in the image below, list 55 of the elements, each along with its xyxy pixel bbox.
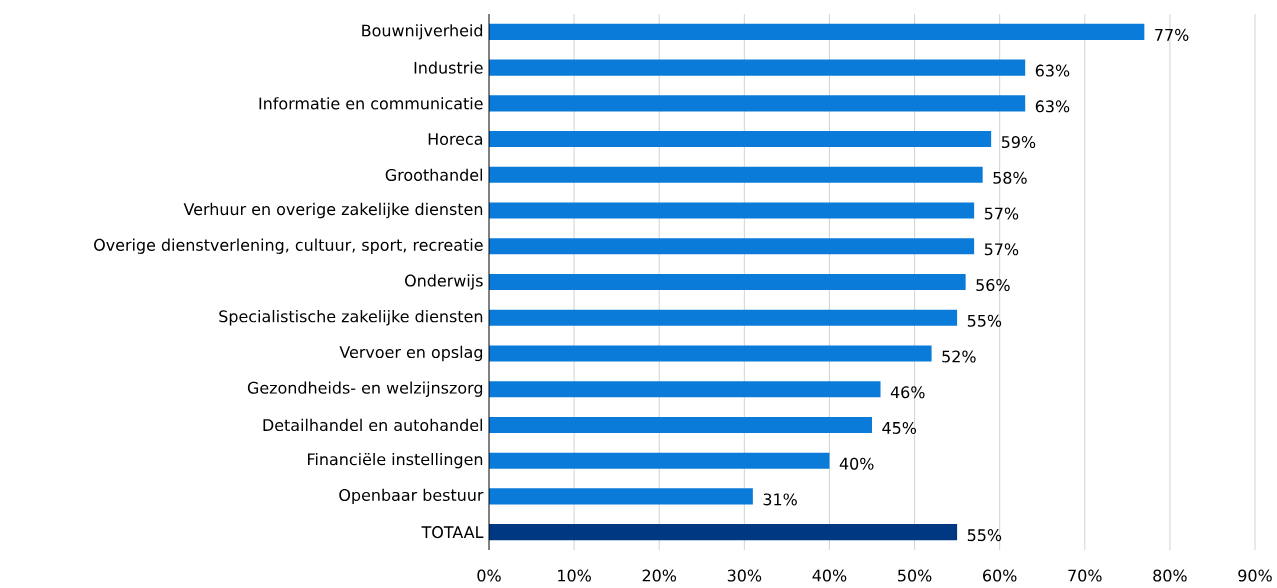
y-tick-label: Onderwijs (405, 274, 483, 290)
data-label: 52% (942, 350, 976, 363)
y-tick-label: Verhuur en overige zakelijke diensten (183, 202, 483, 219)
x-tick-label: 60% (983, 569, 1017, 582)
y-tick-label: Industrie (414, 61, 483, 74)
bar (489, 131, 992, 148)
bar (489, 416, 872, 433)
data-label: 31% (763, 493, 797, 506)
data-label: 57% (984, 207, 1019, 220)
y-tick-label: Groothandel (385, 168, 483, 181)
data-label: 59% (1001, 136, 1036, 149)
x-tick-label: 0% (477, 569, 501, 582)
x-tick-label: 10% (558, 569, 591, 582)
data-label: 40% (839, 457, 874, 470)
bar (489, 238, 975, 255)
bar (489, 23, 1145, 40)
y-tick-label: Openbaar bestuur (339, 488, 484, 505)
data-label: 46% (890, 386, 925, 399)
bar (489, 345, 932, 362)
bar (489, 273, 966, 291)
bar (489, 309, 958, 326)
data-label: 57% (984, 243, 1019, 256)
y-tick-label: Detailhandel en autohandel (263, 418, 483, 432)
bar (489, 59, 1026, 76)
data-label: 45% (882, 421, 917, 434)
x-tick-label: 80% (1153, 569, 1187, 582)
x-tick-label: 40% (812, 569, 847, 582)
y-tick-label: TOTAAL (421, 526, 484, 539)
bar (489, 95, 1026, 112)
y-tick-label: Financiële instellingen (308, 452, 483, 469)
data-label: 55% (967, 314, 1002, 327)
x-tick-label: 90% (1238, 569, 1272, 582)
bar (489, 524, 958, 541)
bar (489, 202, 975, 219)
bar (489, 381, 881, 398)
x-tick-label: 30% (727, 569, 762, 582)
y-tick-label: Horeca (428, 133, 483, 145)
y-tick-label: Overige dienstverlening, cultuur, sport, recreatie (94, 238, 483, 254)
bar (489, 452, 830, 469)
bar (489, 166, 983, 183)
data-label: 55% (967, 529, 1002, 542)
x-tick-label: 20% (642, 569, 677, 582)
x-tick-label: 50% (898, 569, 932, 582)
y-tick-label: Gezondheids- en welzijnszorg (247, 381, 483, 397)
y-tick-label: Bouwnijverheid (362, 24, 483, 40)
data-label: 63% (1035, 64, 1070, 77)
y-tick-label: Vervoer en opslag (339, 345, 483, 362)
bar (489, 488, 753, 505)
data-label: 77% (1155, 28, 1189, 41)
y-tick-label: Specialistische zakelijke diensten (219, 310, 483, 326)
y-tick-label: Informatie en communicatie (259, 97, 483, 110)
data-label: 63% (1035, 100, 1070, 113)
data-label: 56% (976, 278, 1010, 292)
data-label: 58% (993, 171, 1027, 184)
x-tick-label: 70% (1068, 569, 1102, 582)
